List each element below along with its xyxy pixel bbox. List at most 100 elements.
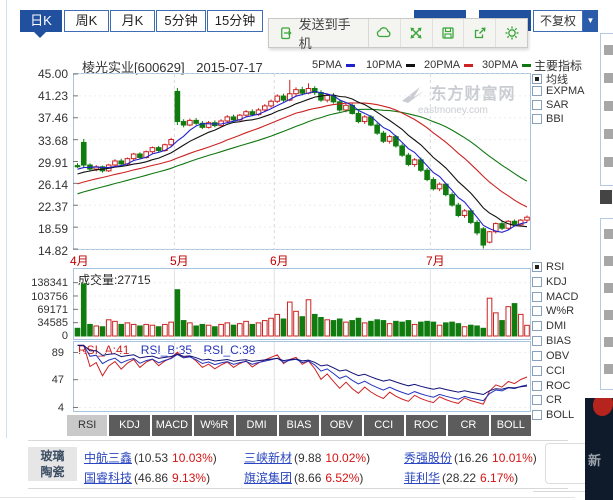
legend-5pma: 5PMA <box>312 59 355 71</box>
indicator-tab-kdj[interactable]: KDJ <box>109 415 150 436</box>
clipped-text-fragment <box>600 190 612 204</box>
stock-link: 中航三鑫 (10.53 10.03%) <box>84 451 217 465</box>
clipped-text-fragment <box>604 157 613 167</box>
checkbox-ma[interactable]: 均线 <box>532 71 568 87</box>
checkbox-icon <box>532 336 542 346</box>
volume-axis-label: 103756 <box>31 291 68 303</box>
stock-link: 国睿科技 (46.86 9.13%) <box>84 471 211 485</box>
checkbox-icon <box>532 395 542 405</box>
clipped-text-fragment <box>604 229 613 239</box>
stock-name-code: 棱光实业[600629] <box>82 60 185 75</box>
ad-graphic <box>593 398 613 416</box>
checkbox-bbi[interactable]: BBI <box>532 113 564 125</box>
checkbox-rsi[interactable]: RSI <box>532 261 564 273</box>
stock-name-link[interactable]: 秀强股份 <box>404 451 453 465</box>
tab-weekly-k[interactable]: 周K <box>64 10 109 32</box>
save-button[interactable] <box>433 19 465 47</box>
send-to-phone-icon <box>281 27 292 40</box>
clipped-text-fragment <box>604 129 613 139</box>
price-axis-label: 37.46 <box>37 111 68 125</box>
price-axis-label: 18.59 <box>37 222 68 236</box>
gear-icon <box>505 26 519 40</box>
clipped-text-fragment <box>604 45 613 55</box>
save-icon <box>442 27 454 39</box>
indicator-tab-macd[interactable]: MACD <box>151 415 193 436</box>
price-axis-label: 41.23 <box>37 89 68 103</box>
checkbox-cr[interactable]: CR <box>532 394 562 406</box>
dropdown-arrow-button[interactable]: ▼ <box>583 10 598 32</box>
checkbox-bias[interactable]: BIAS <box>532 335 571 347</box>
chart-title: 棱光实业[600629] 2015-07-17 <box>82 57 263 76</box>
legend-20pma: 20PMA <box>424 59 474 71</box>
checkbox-kdj[interactable]: KDJ <box>532 276 567 288</box>
indicator-tab-roc[interactable]: ROC <box>405 415 447 436</box>
clipped-text-fragment <box>604 101 613 111</box>
checkbox-icon <box>532 277 542 287</box>
active-tab-pointer <box>34 32 46 38</box>
price-axis-label: 33.68 <box>37 134 68 148</box>
eastmoney-logo-icon <box>402 86 424 103</box>
tab-monthly-k[interactable]: 月K <box>110 10 155 32</box>
indicator-tab-boll[interactable]: BOLL <box>490 415 531 436</box>
checkbox-dmi[interactable]: DMI <box>532 320 566 332</box>
checkbox-icon <box>532 292 542 302</box>
stock-name-link[interactable]: 中航三鑫 <box>84 451 133 465</box>
indicator-tab-obv[interactable]: OBV <box>321 415 362 436</box>
fullscreen-button[interactable] <box>401 19 433 47</box>
price-axis-label: 29.91 <box>37 156 68 170</box>
volume-axis-label: 69171 <box>37 304 68 316</box>
tab-5min[interactable]: 5分钟 <box>156 10 206 32</box>
main-indicator-header: 主要指标 <box>534 59 583 73</box>
ad-banner[interactable]: 新 <box>585 398 613 500</box>
cloud-icon <box>377 27 391 38</box>
cloud-button[interactable] <box>369 19 401 47</box>
month-axis-label: 5月 <box>170 254 189 268</box>
legend-10pma: 10PMA <box>366 59 416 71</box>
tab-daily-k[interactable]: 日K <box>20 10 62 32</box>
section-divider <box>28 488 568 489</box>
rsi-b-value: RSI_B:35 <box>140 343 193 357</box>
clipped-text-fragment <box>604 73 613 83</box>
stock-name-link[interactable]: 菲利华 <box>404 471 441 485</box>
indicator-tab-bias[interactable]: BIAS <box>278 415 320 436</box>
stock-name-link[interactable]: 国睿科技 <box>84 471 133 485</box>
legend-swatch <box>522 63 532 67</box>
indicator-tab-cr[interactable]: CR <box>448 415 489 436</box>
checkbox-expma[interactable]: EXPMA <box>532 85 585 97</box>
indicator-tab-dmi[interactable]: DMI <box>236 415 277 436</box>
export-button[interactable] <box>464 19 497 47</box>
checkbox-icon <box>532 321 542 331</box>
tab-15min[interactable]: 15分钟 <box>207 10 263 32</box>
send-to-phone-button[interactable]: 发送到手机 <box>269 17 369 51</box>
adjust-mode-dropdown[interactable]: 不复权 <box>533 10 583 32</box>
checkbox-roc[interactable]: ROC <box>532 380 570 392</box>
rsi-axis-label: 89 <box>51 347 64 359</box>
checkbox-icon <box>532 262 542 272</box>
stock-name-link[interactable]: 旗滨集团 <box>244 471 293 485</box>
stock-name-link[interactable]: 三峡新材 <box>244 451 293 465</box>
checkbox-cci[interactable]: CCI <box>532 365 565 377</box>
checkbox-boll[interactable]: BOLL <box>532 409 574 421</box>
price-axis-label: 22.37 <box>37 200 68 214</box>
indicator-tab-rsi[interactable]: RSI <box>67 415 108 436</box>
checkbox-sar[interactable]: SAR <box>532 99 569 111</box>
eastmoney-watermark: 东方财富网 eastmoney.com <box>400 80 540 116</box>
indicator-tab-wr[interactable]: W%R <box>194 415 235 436</box>
rsi-panel[interactable] <box>73 341 531 412</box>
indicator-tab-cci[interactable]: CCI <box>363 415 404 436</box>
settings-button[interactable] <box>496 19 527 47</box>
rsi-a-value: RSI_A:41 <box>78 343 130 357</box>
volume-panel[interactable] <box>73 268 531 340</box>
clipped-text-fragment <box>604 283 613 293</box>
clipped-text-fragment <box>604 337 613 347</box>
checkbox-icon <box>532 114 542 124</box>
stock-link: 菲利华 (28.22 6.17%) <box>404 471 519 485</box>
rsi-values-label: RSI_A:41 RSI_B:35 RSI_C:38 <box>78 343 263 357</box>
legend-swatch <box>464 63 474 67</box>
checkbox-wr[interactable]: W%R <box>532 305 574 317</box>
checkbox-obv[interactable]: OBV <box>532 350 569 362</box>
page-border <box>6 0 7 438</box>
indicator-tab-bar: RSI KDJ MACD W%R DMI BIAS OBV CCI ROC CR… <box>67 415 531 436</box>
checkbox-macd[interactable]: MACD <box>532 291 578 303</box>
